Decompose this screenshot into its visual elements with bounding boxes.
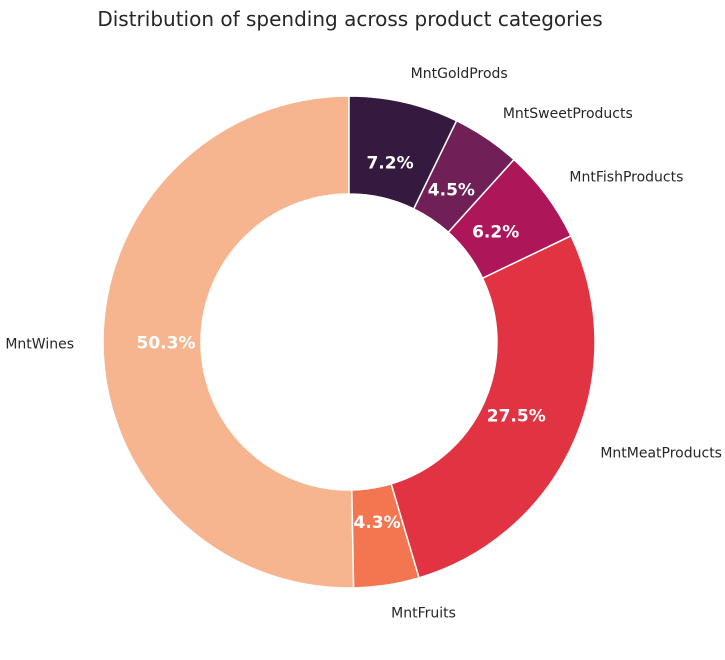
category-label-mntfishproducts: MntFishProducts [569,170,683,186]
category-label-mntmeatproducts: MntMeatProducts [600,446,722,462]
category-label-mntwines: MntWines [5,337,74,353]
category-label-mntsweetproducts: MntSweetProducts [503,106,633,122]
percent-label-mntfishproducts: 6.2% [472,223,519,243]
percent-label-mntgoldprods: 7.2% [366,154,413,174]
slice-mntmeatproducts [390,234,596,579]
percent-label-mntwines: 50.3% [137,334,196,354]
slice-mntgoldprods [348,95,458,210]
chart-title: Distribution of spending across product … [97,7,602,31]
percent-label-mntfruits: 4.3% [353,513,400,533]
percent-label-mntmeatproducts: 27.5% [487,406,546,426]
category-label-mntfruits: MntFruits [391,606,456,622]
slices-group [102,95,596,589]
category-labels-group: MntWines MntFruits MntMeatProducts MntFishP… [5,66,722,622]
category-label-mntgoldprods: MntGoldProds [411,66,508,82]
percent-label-mntsweetproducts: 4.5% [428,180,475,200]
slice-mntwines [102,95,355,589]
percent-labels-group: 50.3% 4.3% 27.5% 6.2% 4.5% 7.2% [137,154,546,533]
